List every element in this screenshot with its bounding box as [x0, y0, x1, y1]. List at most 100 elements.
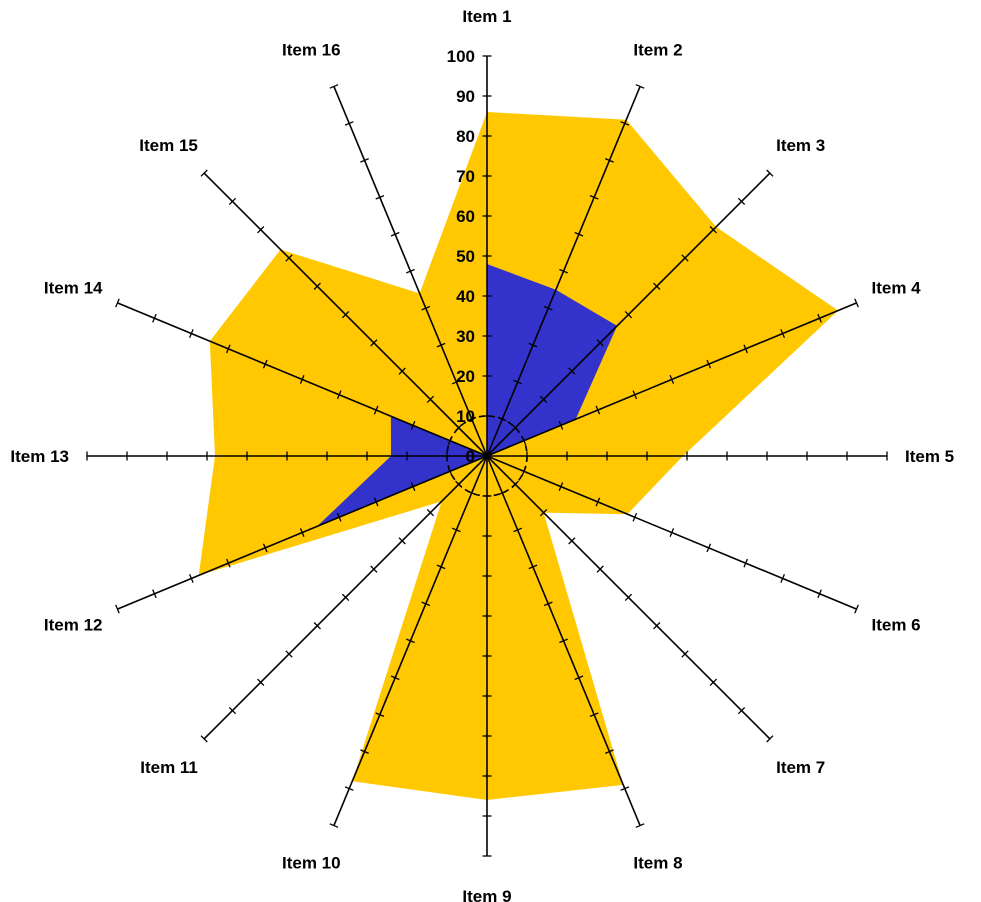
axis-tick: [262, 543, 268, 553]
radial-tick-label: 80: [456, 127, 475, 146]
axis-tick: [605, 158, 614, 163]
axis-tick: [737, 197, 746, 206]
axis-tick: [497, 490, 507, 496]
axis-tick: [189, 574, 194, 583]
axis-tick: [605, 749, 614, 754]
axis-tick: [329, 84, 339, 89]
category-label: Item 8: [633, 854, 682, 873]
axis-tick: [344, 786, 354, 791]
axis-tick: [528, 564, 538, 570]
radial-tick-label: 60: [456, 207, 475, 226]
axis-tick: [228, 706, 237, 715]
axis-tick: [360, 158, 369, 163]
axis-tick: [595, 497, 601, 507]
series-2-area: [317, 264, 618, 527]
axis-tick: [341, 310, 350, 319]
axis-tick: [620, 121, 630, 126]
category-label: Item 3: [776, 136, 825, 155]
category-label: Item 13: [10, 447, 69, 466]
axis-tick: [624, 310, 633, 319]
axis-tick: [596, 339, 604, 347]
axis-tick: [115, 604, 120, 614]
radial-tick-label: 30: [456, 327, 475, 346]
axis-tick: [467, 490, 477, 496]
axis-tick: [360, 749, 369, 754]
axis-tick: [313, 622, 321, 630]
axis-tick: [558, 482, 564, 492]
radial-tick-label: 100: [447, 47, 475, 66]
axis-tick: [780, 329, 785, 338]
axis-tick: [421, 601, 431, 607]
axis-tick: [152, 313, 157, 323]
axis-tick: [390, 675, 400, 681]
axis-tick: [559, 638, 568, 644]
radial-tick-label: 90: [456, 87, 475, 106]
axis-tick: [521, 466, 527, 476]
axis-tick: [543, 305, 553, 311]
radial-tick-label: 0: [466, 447, 475, 466]
axis-tick: [709, 226, 717, 234]
axis-tick: [467, 416, 477, 422]
axis-tick: [451, 527, 461, 533]
axis-tick: [341, 593, 350, 602]
labels-layer: 0 10 20 30 40 50 60 70 80 90 100 Item 1 Item 2 Item 3…: [10, 7, 954, 902]
axis-tick: [596, 565, 604, 573]
category-label: Item 16: [282, 41, 341, 60]
axis-tick: [706, 543, 712, 553]
axis-tick: [313, 282, 321, 290]
axis-tick: [451, 379, 461, 385]
axis-tick: [737, 706, 746, 715]
radial-tick-label: 10: [456, 407, 475, 426]
axis-tick: [152, 589, 157, 599]
axis-tick: [189, 329, 194, 338]
axis-tick: [589, 194, 599, 200]
axis-tick: [669, 375, 675, 384]
axis-tick: [568, 367, 576, 375]
axis-tick: [228, 197, 237, 206]
axis-tick: [669, 528, 675, 537]
axis-tick: [375, 712, 385, 718]
axis-tick: [285, 254, 293, 262]
radial-tick-label: 50: [456, 247, 475, 266]
category-label: Item 1: [462, 7, 511, 26]
axis-tick: [398, 367, 406, 375]
axis-tick: [370, 339, 378, 347]
category-label: Item 15: [139, 136, 198, 155]
category-label: Item 2: [633, 41, 682, 60]
axis-tick: [375, 194, 385, 200]
axis-tick: [262, 359, 268, 369]
axis-tick: [115, 298, 120, 308]
axis-tick: [632, 512, 638, 522]
axis-tick: [344, 121, 354, 126]
axis-tick: [568, 537, 576, 545]
axis-tick: [706, 359, 712, 369]
axis-tick: [635, 84, 645, 89]
axis-tick: [200, 735, 208, 743]
axis-tick: [709, 678, 717, 686]
axis-tick: [406, 268, 415, 274]
axis-tick: [436, 342, 446, 348]
category-label: Item 10: [282, 854, 341, 873]
axis-tick: [497, 416, 507, 422]
axis-tick: [421, 305, 431, 311]
axis-tick: [410, 482, 416, 492]
axis-tick: [681, 254, 689, 262]
axis-tick: [336, 512, 342, 522]
axis-tick: [436, 564, 446, 570]
axis-tick: [528, 342, 538, 348]
axis-tick: [513, 379, 523, 385]
axis-tick: [426, 508, 435, 517]
axis-tick: [225, 344, 231, 354]
axis-tick: [299, 375, 305, 384]
axis-tick: [511, 480, 519, 488]
axis-tick: [521, 436, 527, 446]
axis-tick: [373, 497, 379, 507]
axis-tick: [455, 480, 463, 488]
axis-tick: [595, 405, 601, 415]
axis-tick: [589, 712, 599, 718]
category-label: Item 9: [462, 887, 511, 902]
axis-tick: [817, 589, 822, 599]
axis-tick: [336, 390, 342, 400]
axis-tick: [653, 282, 661, 290]
axis-tick: [447, 466, 453, 476]
